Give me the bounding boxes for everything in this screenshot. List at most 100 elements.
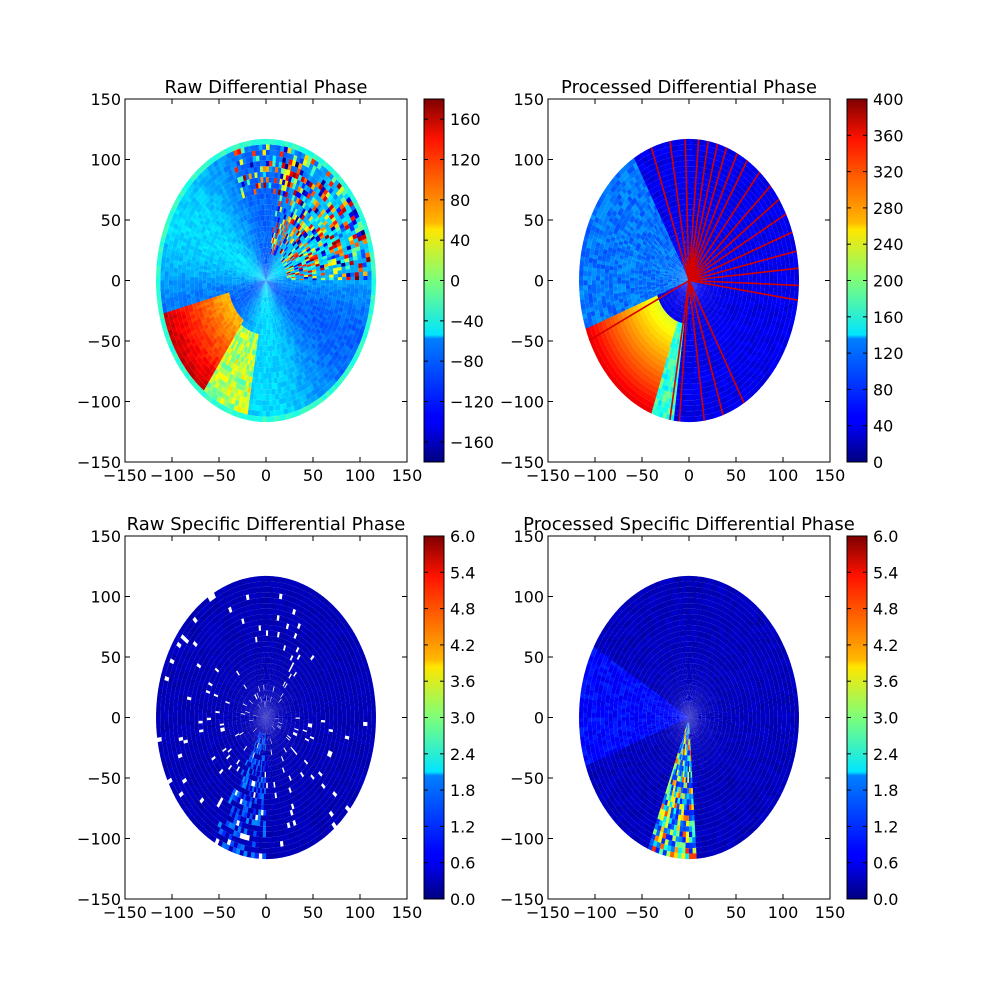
radar-cell [329,277,334,281]
radar-cell [311,249,317,254]
radar-cell [308,282,313,285]
radar-cell [346,217,352,225]
radar-cell [272,270,277,275]
radar-cell [287,261,293,266]
radar-cell [269,416,275,422]
radar-cell [293,242,298,248]
radar-cell [322,255,327,260]
radar-cell [370,260,376,267]
radar-cell [305,245,310,251]
radar-cell [335,189,342,197]
radar-cell [287,280,292,282]
radar-cell [297,240,302,246]
radar-cell [261,144,266,150]
radar-cell [274,275,279,278]
radar-cell [337,266,342,271]
radar-cell [266,416,271,423]
radar-cell [269,139,274,145]
radar-cell [266,278,271,281]
radar-cell [299,234,304,241]
radar-cell [280,265,284,269]
radar-cell [345,261,350,267]
radar-cell [344,203,351,211]
radar-cell [306,261,311,266]
radar-cell [327,194,333,202]
panel-1: −150 −100 −50 0 50 100 150150100500−50−100−150… [77,77,494,485]
radar-cell [302,231,307,237]
radar-cell [262,334,265,341]
radar-cell [760,276,766,281]
radar-cell [295,246,301,252]
radar-cell [284,254,289,260]
radar-cell [259,400,264,406]
colorbar-tick-label: −160 [450,433,494,452]
radar-cell [298,266,303,270]
radar-cell [296,258,301,263]
radar-cell [269,275,274,278]
radar-cell [335,238,341,244]
colorbar-tick-label: 0 [450,272,460,291]
radar-cell [322,219,328,227]
radar-cell [299,254,304,259]
radar-cell [278,273,283,276]
radar-cell [285,256,290,262]
radar-cell [320,272,326,276]
radar-cell [282,275,287,278]
radar-cell [371,284,376,291]
radar-cell [333,270,338,275]
radar-cell [316,270,321,274]
radar-cell [269,275,274,279]
radar-cell [160,271,165,277]
radar-cell [310,262,316,266]
radar-cell [302,240,308,246]
radar-cell [336,229,342,236]
radar-cell [334,212,340,220]
radar-cell [308,278,313,281]
radar-cell [318,259,324,264]
radar-cell [281,270,286,274]
radar-cell [339,222,345,230]
radar-cell [294,268,299,272]
radar-cell [329,283,334,287]
radar-cell [264,318,267,325]
radar-cell [263,362,267,368]
radar-cell [358,284,364,290]
radar-cell [354,284,359,289]
radar-cell [164,271,169,277]
radar-ppi [156,138,376,423]
radar-cell [265,177,269,183]
radar-cell [303,241,309,247]
radar-cell [313,256,319,261]
radar-cell [268,166,273,172]
radar-cell [266,411,271,417]
radar-cell [367,275,372,281]
radar-cell [285,266,290,270]
radar-cell [782,275,787,281]
radar-cell [267,198,271,205]
radar-cell [189,280,195,285]
radar-cell [304,278,309,281]
radar-cell [323,204,329,212]
radar-cell [260,378,264,384]
radar-cell [298,233,303,239]
radar-cell [334,222,340,229]
radar-cell [368,245,374,253]
radar-cell [308,280,313,283]
radar-cell [296,260,302,265]
radar-cell [289,264,294,269]
radar-cell [198,277,203,281]
radar-cell [310,260,315,264]
radar-cell [264,324,267,330]
radar-cell [274,278,279,280]
radar-cell [285,255,290,261]
radar-cell [371,265,376,271]
radar-cell [282,273,287,276]
radar-cell [318,231,324,238]
radar-cell [266,279,271,281]
radar-cell [262,177,266,183]
radar-cell [313,221,318,228]
radar-cell [278,276,283,279]
radar-cell [324,247,330,253]
radar-cell [286,274,292,277]
radar-cell [307,267,312,271]
